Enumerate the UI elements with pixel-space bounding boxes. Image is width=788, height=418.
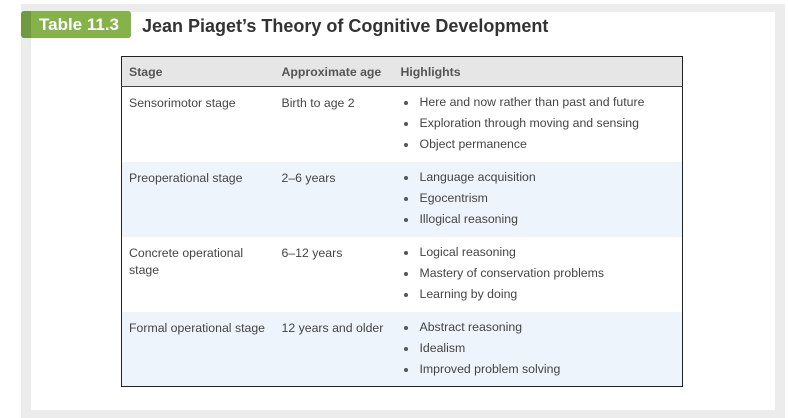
highlight-item: Idealism	[401, 338, 683, 359]
highlights-list: Abstract reasoning Idealism Improved pro…	[401, 317, 683, 380]
highlight-item: Abstract reasoning	[401, 317, 683, 338]
table-row: Preoperational stage 2–6 years Language …	[121, 161, 683, 237]
age-cell: 6–12 years	[281, 245, 343, 260]
table-header-row: Stage Approximate age Highlights	[121, 56, 683, 87]
highlight-item: Mastery of conservation problems	[401, 263, 683, 284]
stage-cell: Preoperational stage	[121, 161, 275, 237]
highlight-item: Exploration through moving and sensing	[401, 113, 683, 134]
highlights-cell: Language acquisition Egocentrism Illogic…	[393, 161, 683, 237]
highlight-item: Egocentrism	[401, 188, 683, 209]
highlights-list: Language acquisition Egocentrism Illogic…	[401, 167, 683, 230]
table-row: Concrete operational stage 6–12 years Lo…	[122, 237, 683, 312]
table-row: Formal operational stage 12 years and ol…	[121, 311, 683, 387]
highlights-cell: Abstract reasoning Idealism Improved pro…	[393, 311, 683, 387]
age-cell: 2–6 years	[274, 161, 394, 237]
table-title: Jean Piaget’s Theory of Cognitive Develo…	[142, 16, 549, 36]
table-number-badge: Table 11.3	[21, 11, 131, 38]
column-header-highlights: Highlights	[393, 56, 683, 87]
table-number-label: Table 11.3	[31, 11, 131, 38]
stage-cell: Sensorimotor stage	[129, 96, 236, 110]
age-cell: 12 years and older	[274, 311, 394, 387]
column-header-stage: Stage	[121, 56, 275, 87]
stage-cell: Concrete operational stage	[129, 245, 244, 277]
age-cell: Birth to age 2	[281, 96, 355, 110]
highlight-item: Object permanence	[401, 134, 683, 155]
piaget-table: Stage Approximate age Highlights Sensori…	[121, 56, 683, 387]
highlight-item: Logical reasoning	[401, 242, 683, 263]
highlight-item: Illogical reasoning	[401, 209, 683, 230]
highlight-item: Improved problem solving	[401, 359, 683, 380]
table-row: Sensorimotor stage Birth to age 2 Here a…	[122, 87, 683, 162]
highlight-item: Here and now rather than past and future	[401, 92, 683, 113]
stage-cell: Formal operational stage	[121, 311, 275, 387]
highlights-cell: Here and now rather than past and future…	[394, 87, 683, 162]
highlights-cell: Logical reasoning Mastery of conservatio…	[394, 237, 683, 312]
highlights-list: Logical reasoning Mastery of conservatio…	[401, 242, 683, 305]
highlight-item: Learning by doing	[401, 284, 683, 305]
highlights-list: Here and now rather than past and future…	[401, 92, 683, 155]
column-header-age: Approximate age	[274, 56, 394, 87]
highlight-item: Language acquisition	[401, 167, 683, 188]
